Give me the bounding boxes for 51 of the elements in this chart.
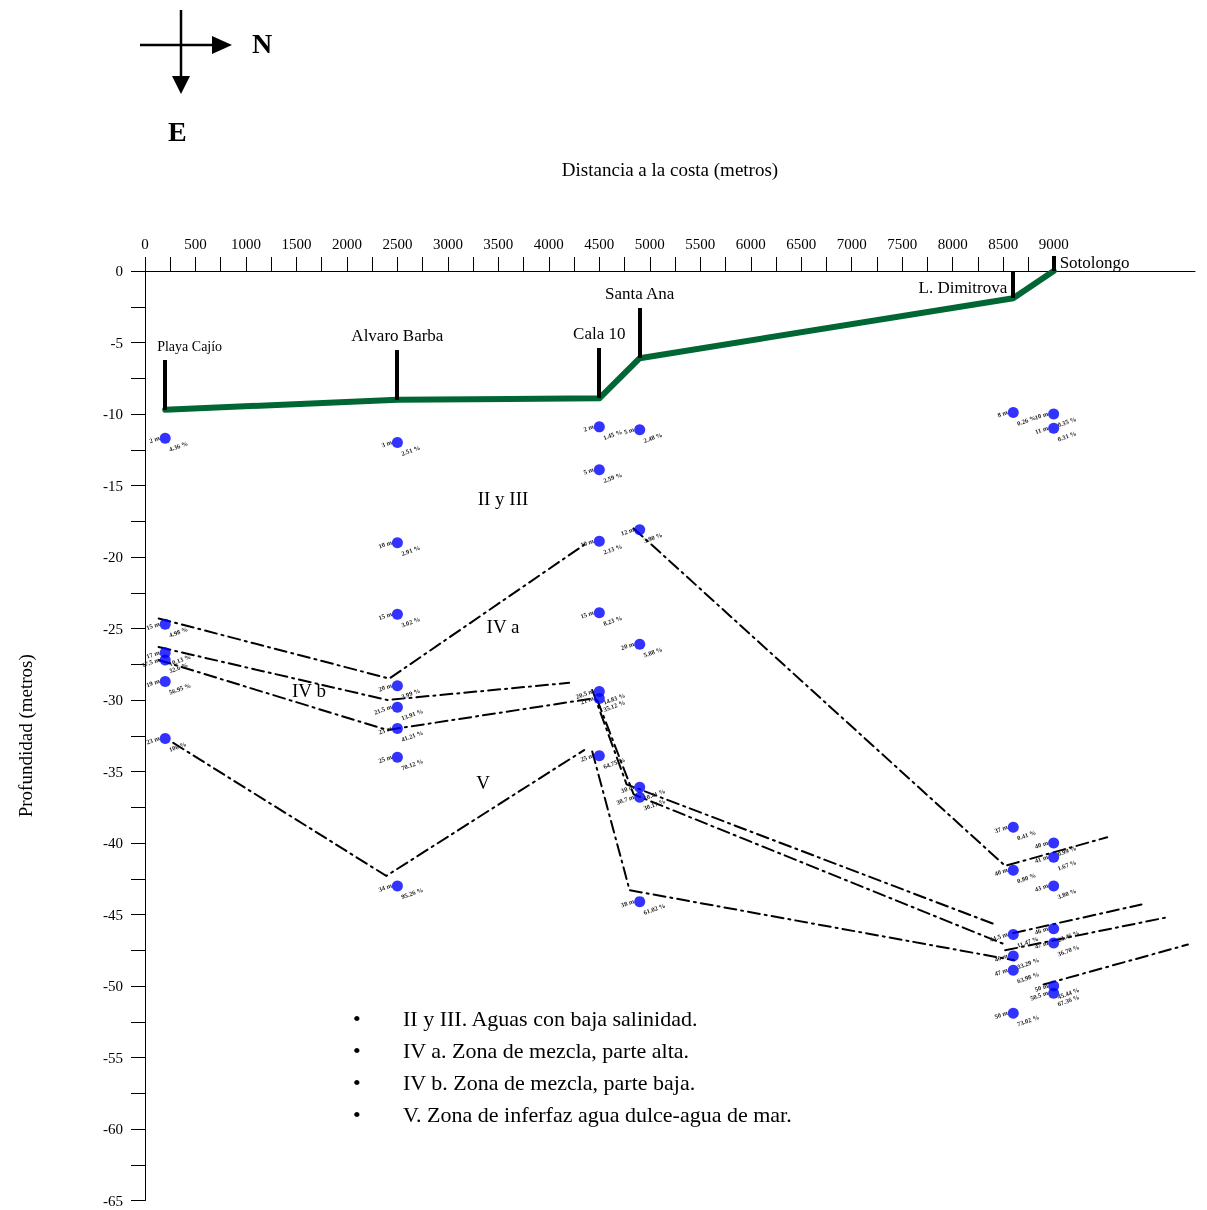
x-tick-label: 1500 [281,235,312,252]
annotation: L. Dimitrova [918,278,1008,297]
text: • IV a. Zona de mezcla, parte alta. [353,1038,690,1063]
x-tick-label: 8000 [937,235,968,252]
x-tick-label: 5500 [685,235,716,252]
text: • V. Zona de inferfaz agua dulce-agua de mar. [353,1102,792,1127]
annotation: IV a [486,615,521,637]
y-tick-label: -55 [103,1049,123,1066]
y-tick-label: -20 [103,549,123,565]
text: • IV b. Zona de mezcla, parte baja. [353,1070,696,1095]
x-tick-label: 0 [141,235,149,252]
x-tick-label: 2500 [382,235,413,252]
y-tick-label: -35 [103,763,123,780]
annotation: Sotolongo [1059,253,1130,272]
annotation: IV b [292,679,326,701]
x-tick-label: 3500 [483,235,514,252]
x-axis-title: Distancia a la costa (metros) [561,159,779,181]
y-tick-label: -40 [103,835,123,851]
x-tick-label: 1000 [230,235,261,252]
y-tick-label: 0 [115,263,123,279]
x-tick-label: 5000 [634,235,665,252]
x-tick-label: 3000 [432,235,463,252]
annotation: Alvaro Barba [351,325,444,345]
x-tick-label: 8500 [988,235,1019,252]
y-tick-label: -30 [103,692,123,708]
text: N [252,28,273,60]
text: • II y III. Aguas con baja salinidad. [353,1006,698,1031]
text: E [168,116,187,148]
annotation: Cala 10 [573,324,626,344]
x-tick-label: 7500 [887,235,918,252]
y-tick-label: -5 [110,334,123,351]
x-tick-label: 6500 [786,235,817,252]
annotation: II y III [477,487,529,509]
y-tick-label: -65 [103,1192,123,1209]
y-tick-label: -15 [103,477,123,494]
x-tick-label: 2000 [331,235,362,252]
y-tick-label: -25 [103,620,123,637]
y-tick-label: -60 [103,1121,123,1137]
y-tick-label: -50 [103,978,123,994]
x-tick-label: 9000 [1038,235,1069,252]
x-tick-label: 6000 [735,235,766,252]
annotation: Playa Cajío [157,339,223,355]
annotation: V [476,771,491,793]
y-tick-label: -10 [103,406,123,422]
x-tick-label: 4500 [584,235,615,252]
y-axis-title: Profundidad (metros) [15,654,37,818]
y-tick-label: -45 [103,906,123,923]
x-tick-label: 7000 [836,235,867,252]
annotation: Santa Ana [605,284,675,304]
x-tick-label: 4000 [533,235,564,252]
x-tick-label: 500 [184,235,207,252]
